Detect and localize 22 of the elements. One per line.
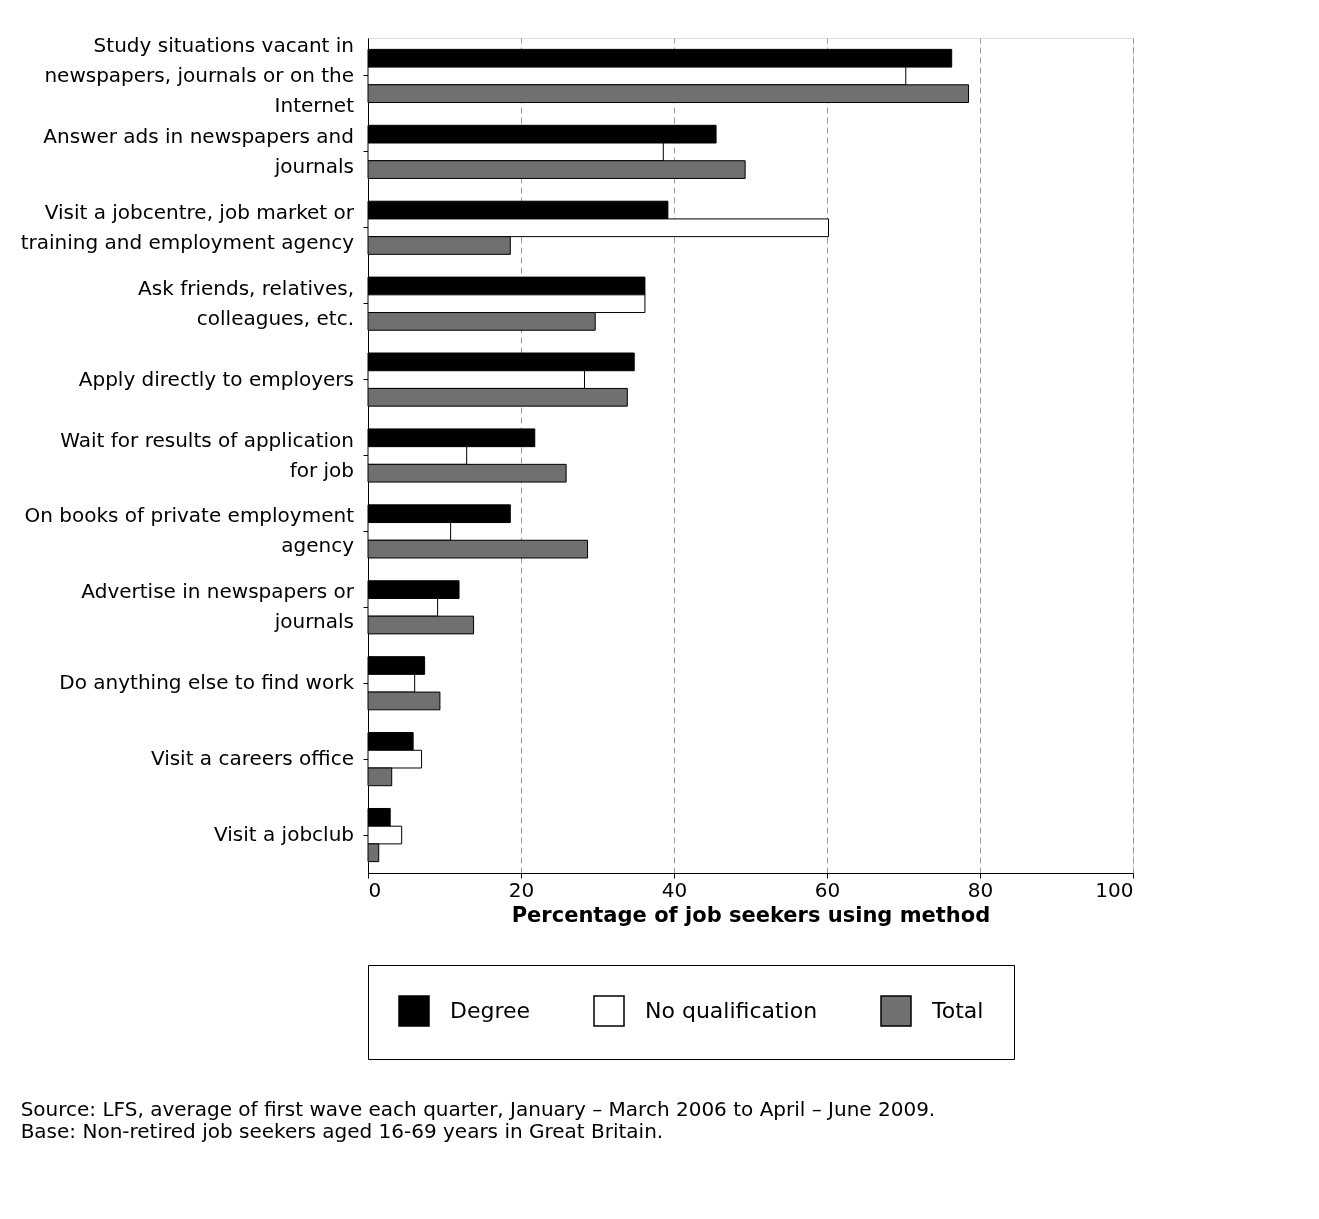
y-tick-label: Answer ads in newspapers and journals	[43, 123, 354, 178]
y-tick-label: Advertise in newspapers or journals	[81, 579, 355, 634]
legend-label: Total	[931, 998, 984, 1023]
x-axis-title: Percentage of job seekers using method	[511, 902, 991, 927]
y-tick-label: Study situations vacant in newspapers, journals or on the Internet	[44, 32, 355, 117]
y-tick-label: Visit a careers office	[150, 746, 354, 771]
legend-label: No qualification	[645, 998, 818, 1023]
y-tick-label: Apply directly to employers	[78, 366, 354, 391]
x-tick-label: 40	[661, 877, 688, 902]
legend-label: Degree	[450, 998, 531, 1023]
x-tick-label: 0	[368, 877, 382, 902]
x-tick-label: 80	[967, 877, 994, 902]
y-tick-label: Visit a jobclub	[214, 822, 354, 847]
y-tick-label: Wait for results of application for job	[60, 427, 354, 482]
y-tick-label: Visit a jobcentre, job market or training and employment agency	[20, 199, 355, 254]
y-tick-label: On books of private employment agency	[24, 503, 355, 558]
y-tick-label: Do anything else to find work	[59, 670, 355, 695]
x-tick-label: 100	[1095, 877, 1134, 902]
x-tick-label: 60	[814, 877, 841, 902]
x-tick-label: 20	[508, 877, 535, 902]
source-note: Source: LFS, average of first wave each quarter, January – March 2006 to April – June 2009.	[20, 1096, 936, 1121]
y-tick-label: Ask friends, relatives, colleagues, etc.	[138, 275, 354, 330]
